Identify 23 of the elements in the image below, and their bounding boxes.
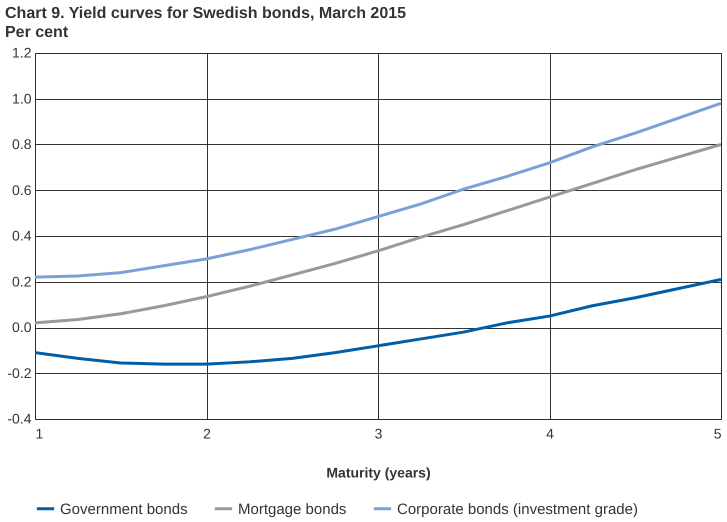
chart-subtitle: Per cent (5, 24, 69, 41)
y-tick-label: 0.8 (12, 136, 32, 152)
x-tick-label: 1 (36, 426, 44, 442)
line-series (35, 102, 721, 279)
y-tick-label: 0.6 (12, 182, 32, 198)
legend-label: Mortgage bonds (238, 500, 346, 518)
chart-title: Chart 9. Yield curves for Swedish bonds, March 2015 (5, 5, 406, 22)
y-tick-label: 1.0 (12, 90, 32, 106)
y-tick-label: 1.2 (12, 44, 32, 60)
y-tick-label: 0.0 (12, 319, 32, 335)
y-tick-label: -0.4 (7, 410, 32, 426)
x-tick-label: 2 (203, 426, 212, 442)
line-series (35, 143, 721, 324)
line-series (35, 278, 721, 366)
y-tick-label: 0.2 (12, 273, 32, 290)
y-tick-label: -0.2 (7, 364, 32, 381)
y-tick-label: 0.4 (12, 228, 32, 244)
legend-label: Corporate bonds (investment grade) (397, 500, 638, 518)
x-tick-label: 5 (714, 426, 722, 442)
x-axis-title: Maturity (years) (326, 464, 431, 480)
legend-label: Government bonds (60, 500, 188, 518)
x-tick-label: 3 (374, 426, 383, 442)
x-tick-label: 4 (546, 426, 554, 442)
